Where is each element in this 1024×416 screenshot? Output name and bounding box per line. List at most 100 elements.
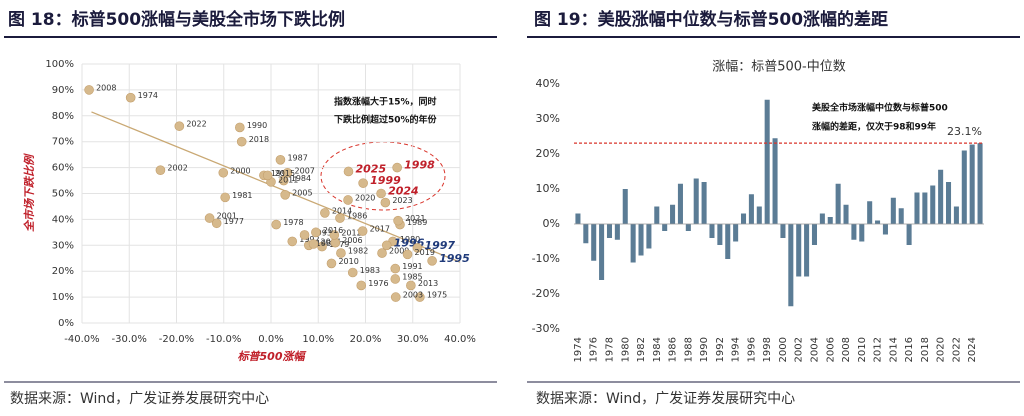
point-label: 2000 (230, 166, 250, 175)
point-label: 2020 (355, 193, 375, 202)
bar (622, 189, 628, 224)
point (204, 213, 215, 223)
point (356, 280, 367, 291)
bar (662, 224, 668, 231)
bar (938, 169, 944, 224)
point-label: 1983 (360, 266, 380, 275)
point (347, 267, 358, 278)
annotation: 美股全市场涨幅中位数与标普500 (812, 102, 948, 114)
point-label: 1997 (424, 239, 455, 252)
y-tick-label: 40% (52, 214, 74, 225)
bar (725, 224, 731, 259)
x-tick-label: 1982 (636, 337, 647, 362)
point-label: 1990 (247, 121, 267, 130)
bar (796, 224, 802, 277)
point (406, 280, 416, 291)
y-tick-label: 20% (52, 266, 74, 277)
point (282, 167, 293, 178)
y-axis-label: 全市场下跌比例 (23, 153, 36, 232)
x-tick-label: 1990 (699, 337, 710, 362)
x-tick-label: 2010 (857, 337, 868, 362)
point (311, 227, 321, 238)
x-axis-label: 标普500涨幅 (238, 350, 307, 363)
point (392, 162, 402, 173)
point (376, 188, 386, 199)
x-tick-label: 1996 (746, 337, 757, 362)
bar (843, 204, 849, 224)
x-tick-label: 20.0% (350, 334, 382, 345)
bar (654, 206, 660, 224)
bar (851, 224, 857, 240)
point (155, 165, 166, 175)
point-label: 2003 (403, 291, 423, 300)
bar (583, 224, 589, 244)
point-label: 1986 (347, 212, 367, 221)
point-label: 2015 (275, 169, 295, 178)
bar (922, 192, 928, 224)
x-tick-label: 1976 (589, 337, 600, 362)
y-tick-label: 50% (52, 189, 74, 200)
highlight-ellipse (320, 141, 446, 211)
x-tick-label: 2014 (888, 337, 899, 362)
x-tick-label: 2002 (794, 337, 805, 362)
point-label: 1976 (368, 279, 388, 288)
point-label: 2022 (186, 120, 206, 129)
bar (685, 224, 691, 231)
x-tick-label: 30.0% (397, 334, 429, 345)
point (218, 167, 229, 178)
point (415, 292, 425, 302)
y-tick-label: 90% (52, 85, 74, 96)
bar (906, 224, 912, 245)
point (320, 208, 330, 218)
point-label: 1981 (232, 191, 252, 200)
x-tick-label: 1998 (762, 337, 773, 362)
source: 数据来源：Wind，广发证券发展研究中心 (536, 391, 795, 407)
bar (606, 224, 613, 238)
point-label: 1992 (299, 235, 319, 244)
point (381, 240, 392, 251)
x-tick-label: 1994 (731, 337, 742, 362)
x-tick-label: -30.0% (112, 334, 147, 345)
point-label: 2018 (249, 135, 269, 144)
bar (882, 224, 888, 235)
point (357, 226, 368, 236)
y-tick-label: 0% (58, 318, 74, 329)
x-tick-label: 10.0% (302, 334, 334, 345)
x-tick-label: 1984 (652, 337, 663, 362)
bar (804, 224, 810, 277)
x-tick-label: 1988 (683, 337, 694, 362)
point-label: 2016 (323, 226, 343, 235)
x-tick-label: 40.0% (444, 334, 476, 345)
point (262, 170, 273, 181)
point (84, 85, 94, 95)
point (125, 92, 136, 103)
point-label: 1987 (287, 153, 307, 162)
point-label: 2013 (418, 279, 438, 288)
point-label: 2014 (332, 206, 352, 215)
x-tick-label: 2022 (951, 337, 962, 362)
x-tick-label: 2020 (936, 337, 947, 362)
bar (701, 182, 707, 224)
point (335, 213, 345, 223)
bar (693, 178, 699, 224)
y-tick-label: 30% (536, 112, 560, 125)
x-tick-label: 0.0% (258, 334, 283, 345)
annotation: 指数涨幅大于15%，同时 (334, 96, 437, 108)
point (211, 218, 222, 229)
bar (764, 99, 770, 224)
point (308, 239, 319, 249)
point-label: 2001 (217, 212, 237, 221)
y-tick-label: 0% (543, 217, 560, 230)
x-tick-label: 1978 (604, 337, 615, 362)
point-label: 2025 (355, 162, 386, 175)
point-label: 2005 (292, 188, 312, 197)
y-tick-label: 10% (536, 182, 560, 195)
bar (953, 206, 959, 224)
bar (646, 224, 652, 249)
point (299, 230, 310, 240)
point-label: 1995 (439, 252, 470, 265)
bar (930, 185, 936, 224)
point (390, 292, 401, 302)
point-label: 2019 (415, 248, 435, 257)
